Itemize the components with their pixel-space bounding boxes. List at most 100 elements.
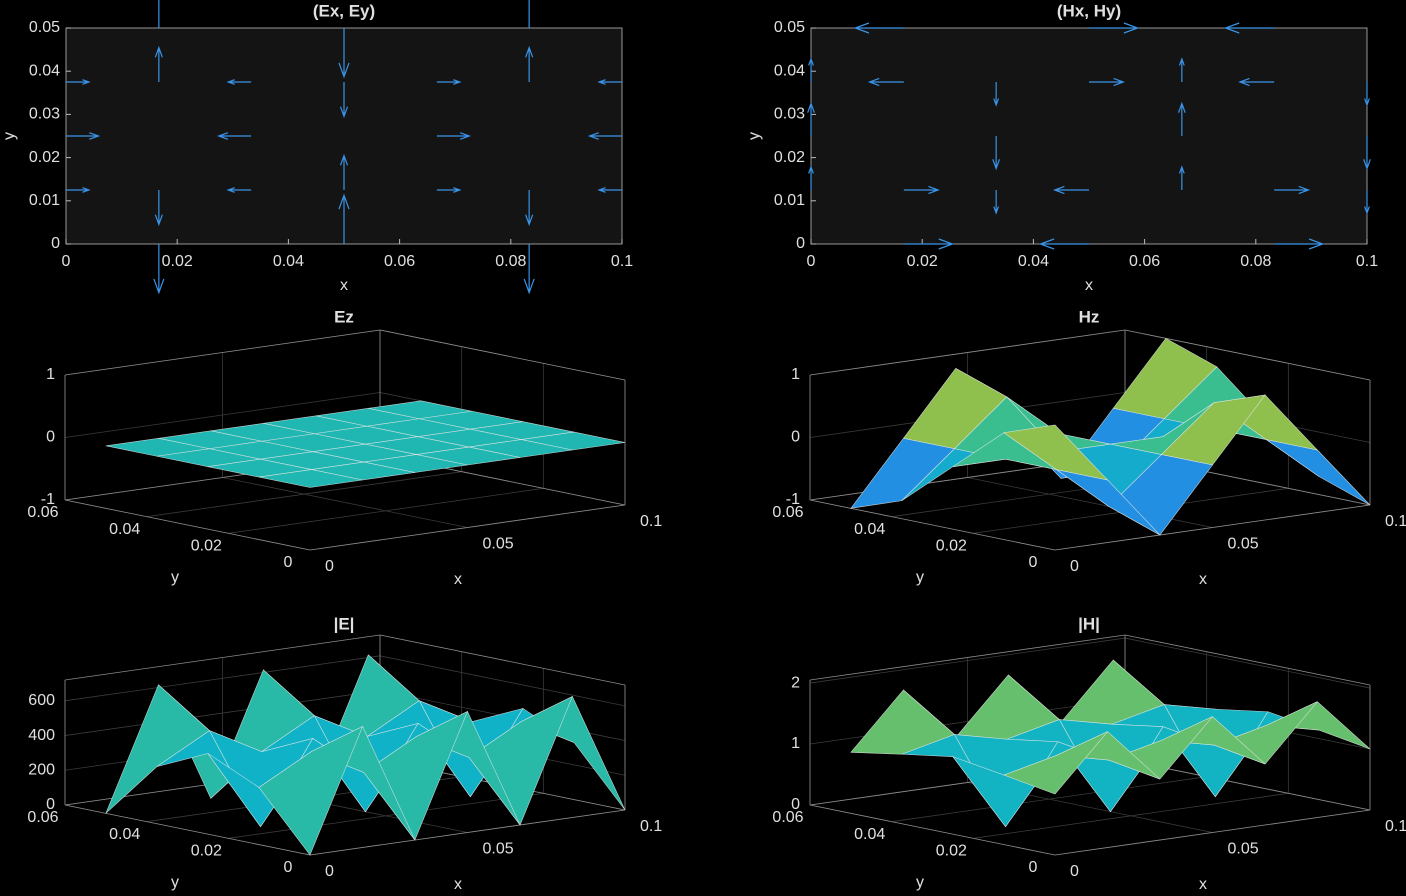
- x-tick-label: 0: [1070, 558, 1079, 575]
- y-tick-label: 0.02: [29, 149, 60, 166]
- y-axis-label: y: [916, 874, 924, 891]
- arrow: [1223, 22, 1275, 34]
- arrow: [154, 45, 163, 82]
- arrow: [66, 187, 91, 193]
- z-tick-label: 400: [28, 727, 55, 744]
- z-tick-label: 1: [791, 366, 800, 383]
- chart-title: (Hx, Hy): [1057, 1, 1121, 20]
- x-tick-label: 0.05: [1228, 841, 1259, 858]
- y-tick-label: 0: [1029, 554, 1038, 571]
- arrow: [1364, 82, 1370, 107]
- axes-box: [809, 634, 1126, 681]
- z-tick-label: 0: [791, 796, 800, 813]
- y-tick-label: 0.04: [29, 62, 60, 79]
- axes-box: [1054, 809, 1371, 856]
- grid-line: [228, 487, 544, 534]
- y-tick-label: 0.04: [774, 62, 805, 79]
- y-tick-label: 0.06: [772, 809, 803, 826]
- x-tick-label: 0.05: [483, 841, 514, 858]
- y-tick-label: 0.02: [936, 843, 967, 860]
- x-tick-label: 0.08: [495, 253, 526, 270]
- y-tick-label: 0: [51, 235, 60, 252]
- arrow: [1178, 165, 1185, 190]
- y-tick-label: 0: [796, 235, 805, 252]
- grid-line: [64, 392, 381, 438]
- axes-box: [379, 329, 626, 381]
- y-tick-label: 0: [284, 859, 293, 876]
- x-axis-label: x: [454, 571, 462, 588]
- y-tick-label: 0.02: [936, 538, 967, 555]
- x-tick-label: 0.1: [640, 818, 662, 835]
- x-tick-label: 0.06: [1129, 253, 1160, 270]
- z-tick-label: 200: [28, 761, 55, 778]
- z-tick-label: -1: [786, 491, 800, 508]
- arrow: [153, 244, 165, 295]
- arrow: [808, 57, 814, 82]
- x-tick-label: 0.1: [1385, 818, 1406, 835]
- x-tick-label: 0: [62, 253, 71, 270]
- y-tick-label: 0.06: [27, 809, 58, 826]
- arrow: [339, 153, 349, 190]
- arrow: [808, 165, 814, 190]
- x-axis-label: x: [1199, 571, 1207, 588]
- arrow: [993, 82, 1000, 107]
- grid-line: [146, 471, 462, 518]
- grid-line: [64, 690, 381, 736]
- axes-box: [379, 634, 626, 686]
- arrow: [807, 101, 815, 136]
- z-tick-label: 600: [28, 692, 55, 709]
- arrow: [338, 28, 350, 79]
- arrow: [1177, 101, 1186, 136]
- y-axis-label: y: [171, 569, 179, 586]
- z-tick-label: -1: [41, 491, 55, 508]
- arrow: [597, 187, 622, 193]
- y-axis-label: y: [746, 132, 763, 140]
- arrow: [597, 79, 622, 85]
- y-tick-label: 0.01: [774, 192, 805, 209]
- axes-box: [809, 804, 1056, 856]
- y-tick-label: 0.04: [854, 826, 885, 843]
- axes-background: [810, 27, 1368, 245]
- y-tick-label: 0.02: [191, 843, 222, 860]
- z-tick-label: 0: [46, 796, 55, 813]
- arrow: [903, 185, 940, 195]
- arrow: [1363, 136, 1371, 171]
- grid-line: [228, 792, 544, 839]
- arrow: [525, 45, 534, 82]
- chart-title: (Ex, Ey): [313, 1, 375, 20]
- chart-title: |E|: [334, 614, 355, 633]
- grid-line: [809, 698, 1126, 745]
- x-tick-label: 0: [325, 863, 334, 880]
- arrow: [1038, 238, 1089, 250]
- x-axis-label: x: [340, 277, 348, 294]
- arrow: [523, 244, 535, 295]
- arrow: [66, 79, 91, 85]
- y-tick-label: 0.04: [109, 521, 140, 538]
- y-tick-label: 0.06: [27, 504, 58, 521]
- x-tick-label: 0.02: [162, 253, 193, 270]
- arrow: [867, 77, 904, 87]
- surface-face: [1003, 424, 1109, 481]
- x-tick-label: 0.06: [384, 253, 415, 270]
- y-tick-label: 0.03: [774, 106, 805, 123]
- x-tick-label: 0.1: [1385, 513, 1406, 530]
- y-tick-label: 0: [1029, 859, 1038, 876]
- grid-line: [891, 776, 1207, 823]
- arrow: [436, 187, 462, 193]
- surface-face: [1003, 731, 1108, 795]
- arrow: [853, 22, 904, 34]
- axes-box: [309, 809, 626, 856]
- axes-box: [1124, 634, 1371, 686]
- y-axis-label: y: [916, 569, 924, 586]
- y-tick-label: 0.01: [29, 192, 60, 209]
- arrow: [338, 193, 350, 244]
- grid-line: [222, 477, 468, 528]
- z-tick-label: 0: [46, 429, 55, 446]
- y-tick-label: 0.04: [109, 826, 140, 843]
- grid-line: [1124, 637, 1371, 689]
- axes-box: [809, 329, 1126, 376]
- x-tick-label: 0.08: [1240, 253, 1271, 270]
- arrow: [525, 190, 534, 227]
- axes-box: [64, 329, 381, 376]
